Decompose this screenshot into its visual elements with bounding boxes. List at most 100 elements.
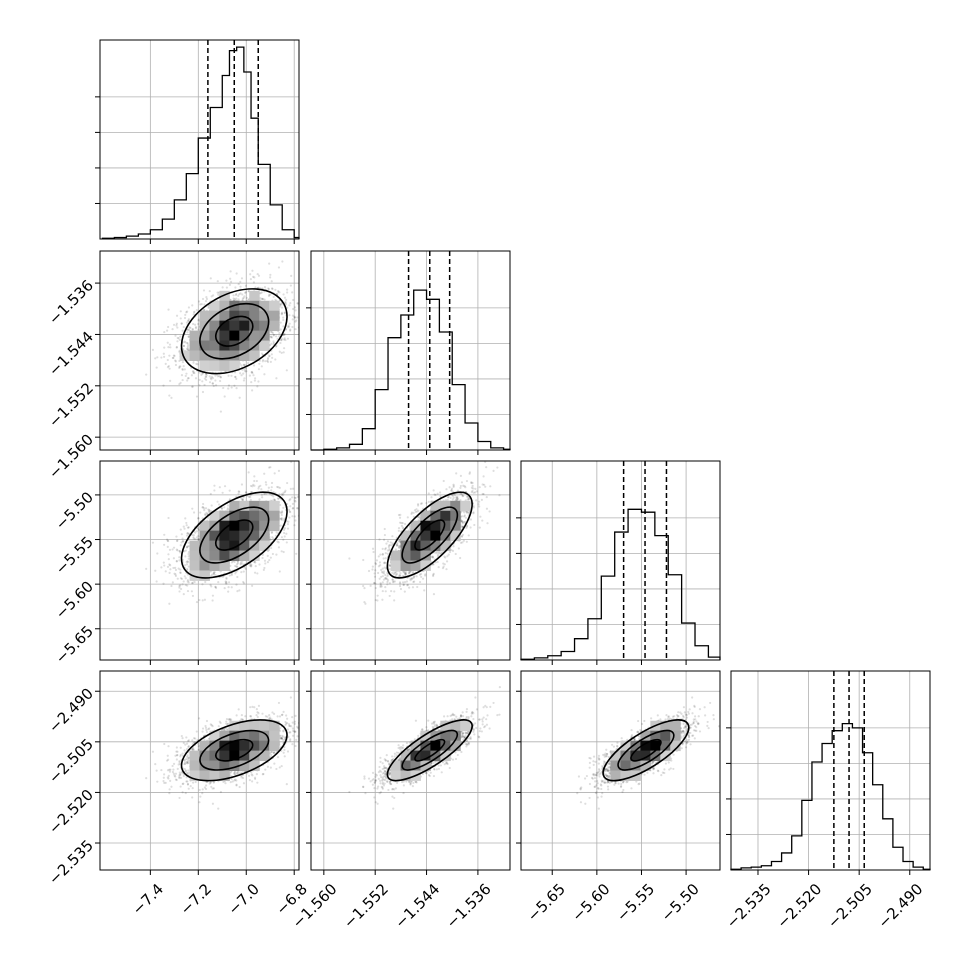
density-cell xyxy=(199,560,210,571)
sample-point xyxy=(197,538,201,541)
density-cell xyxy=(239,540,250,552)
sample-point xyxy=(274,298,277,302)
sample-point xyxy=(270,353,273,356)
sample-point xyxy=(236,565,239,568)
sample-point xyxy=(186,532,189,535)
sample-point xyxy=(162,384,165,387)
sample-point xyxy=(175,314,179,317)
sample-point xyxy=(195,362,198,365)
sample-point xyxy=(168,367,171,370)
sample-point xyxy=(182,525,185,528)
sample-point xyxy=(183,575,186,578)
sample-point xyxy=(286,306,289,309)
sample-point xyxy=(294,320,297,323)
sample-point xyxy=(260,352,264,355)
sample-point xyxy=(204,580,207,584)
density-cell xyxy=(209,350,220,361)
sample-point xyxy=(163,543,166,546)
sample-point xyxy=(187,335,190,338)
sample-point xyxy=(233,298,236,301)
sample-point xyxy=(248,374,251,377)
sample-point xyxy=(241,498,244,501)
sample-point xyxy=(285,369,288,372)
sample-point xyxy=(250,563,253,567)
sample-point xyxy=(253,475,256,478)
sample-point xyxy=(239,292,242,295)
sample-point xyxy=(253,571,257,574)
sample-point xyxy=(269,538,272,541)
sample-point xyxy=(164,570,167,573)
sample-point xyxy=(242,296,245,299)
sample-point xyxy=(265,483,268,486)
sample-point xyxy=(272,295,275,299)
sample-point xyxy=(179,571,182,574)
density-cell xyxy=(229,500,240,512)
sample-point xyxy=(214,374,217,377)
sample-point xyxy=(197,319,200,322)
density-cell xyxy=(249,330,260,342)
sample-point xyxy=(170,396,173,399)
sample-point xyxy=(284,303,288,306)
sample-point xyxy=(266,359,269,363)
sample-point xyxy=(279,517,282,521)
sample-point xyxy=(262,297,265,301)
y-tick-label: −1.552 xyxy=(45,379,97,431)
density-cell xyxy=(199,340,210,351)
sample-point xyxy=(179,571,182,575)
sample-point xyxy=(182,593,185,596)
sample-point xyxy=(177,567,180,570)
sample-point xyxy=(176,577,179,580)
sample-point xyxy=(225,576,228,579)
sample-point xyxy=(193,371,196,375)
sample-point xyxy=(185,546,189,549)
sample-point xyxy=(183,550,186,553)
sample-point xyxy=(251,371,254,375)
sample-point xyxy=(201,297,205,301)
sample-point xyxy=(211,382,214,385)
density-cell xyxy=(219,510,230,522)
sample-point xyxy=(214,379,217,382)
sample-point xyxy=(249,484,253,488)
sample-point xyxy=(272,537,275,540)
sample-point xyxy=(271,356,274,359)
sample-point xyxy=(280,351,283,354)
sample-point xyxy=(220,507,224,510)
sample-point xyxy=(279,524,282,527)
sample-point xyxy=(175,324,178,327)
sample-point xyxy=(263,298,266,301)
sample-point xyxy=(261,360,264,363)
sample-point xyxy=(244,491,248,494)
density-cell xyxy=(259,340,270,351)
sample-point xyxy=(284,489,287,492)
sample-point xyxy=(176,549,179,552)
density-cell xyxy=(239,310,250,322)
sample-point xyxy=(225,279,228,282)
sample-point xyxy=(204,513,207,517)
sample-point xyxy=(182,344,186,347)
sample-point xyxy=(162,561,165,564)
sample-point xyxy=(187,344,190,347)
sample-point xyxy=(217,293,220,296)
sample-point xyxy=(184,549,188,552)
sample-point xyxy=(286,523,290,526)
sample-point xyxy=(184,577,187,580)
sample-point xyxy=(267,489,270,492)
sample-point xyxy=(291,314,294,317)
sample-point xyxy=(296,316,299,319)
density-cell xyxy=(199,330,210,342)
sample-point xyxy=(179,310,182,313)
sample-point xyxy=(210,585,213,588)
sample-point xyxy=(256,572,259,575)
sample-point xyxy=(223,395,226,398)
sample-point xyxy=(172,354,175,357)
density-cell xyxy=(219,550,230,561)
sample-point xyxy=(187,335,190,338)
sample-point xyxy=(186,584,189,587)
sample-point xyxy=(241,293,244,296)
sample-point xyxy=(205,378,208,381)
sample-point xyxy=(236,575,239,579)
sample-point xyxy=(243,295,246,298)
sample-point xyxy=(197,517,200,520)
sample-point xyxy=(245,296,248,300)
density-cell xyxy=(209,360,220,371)
